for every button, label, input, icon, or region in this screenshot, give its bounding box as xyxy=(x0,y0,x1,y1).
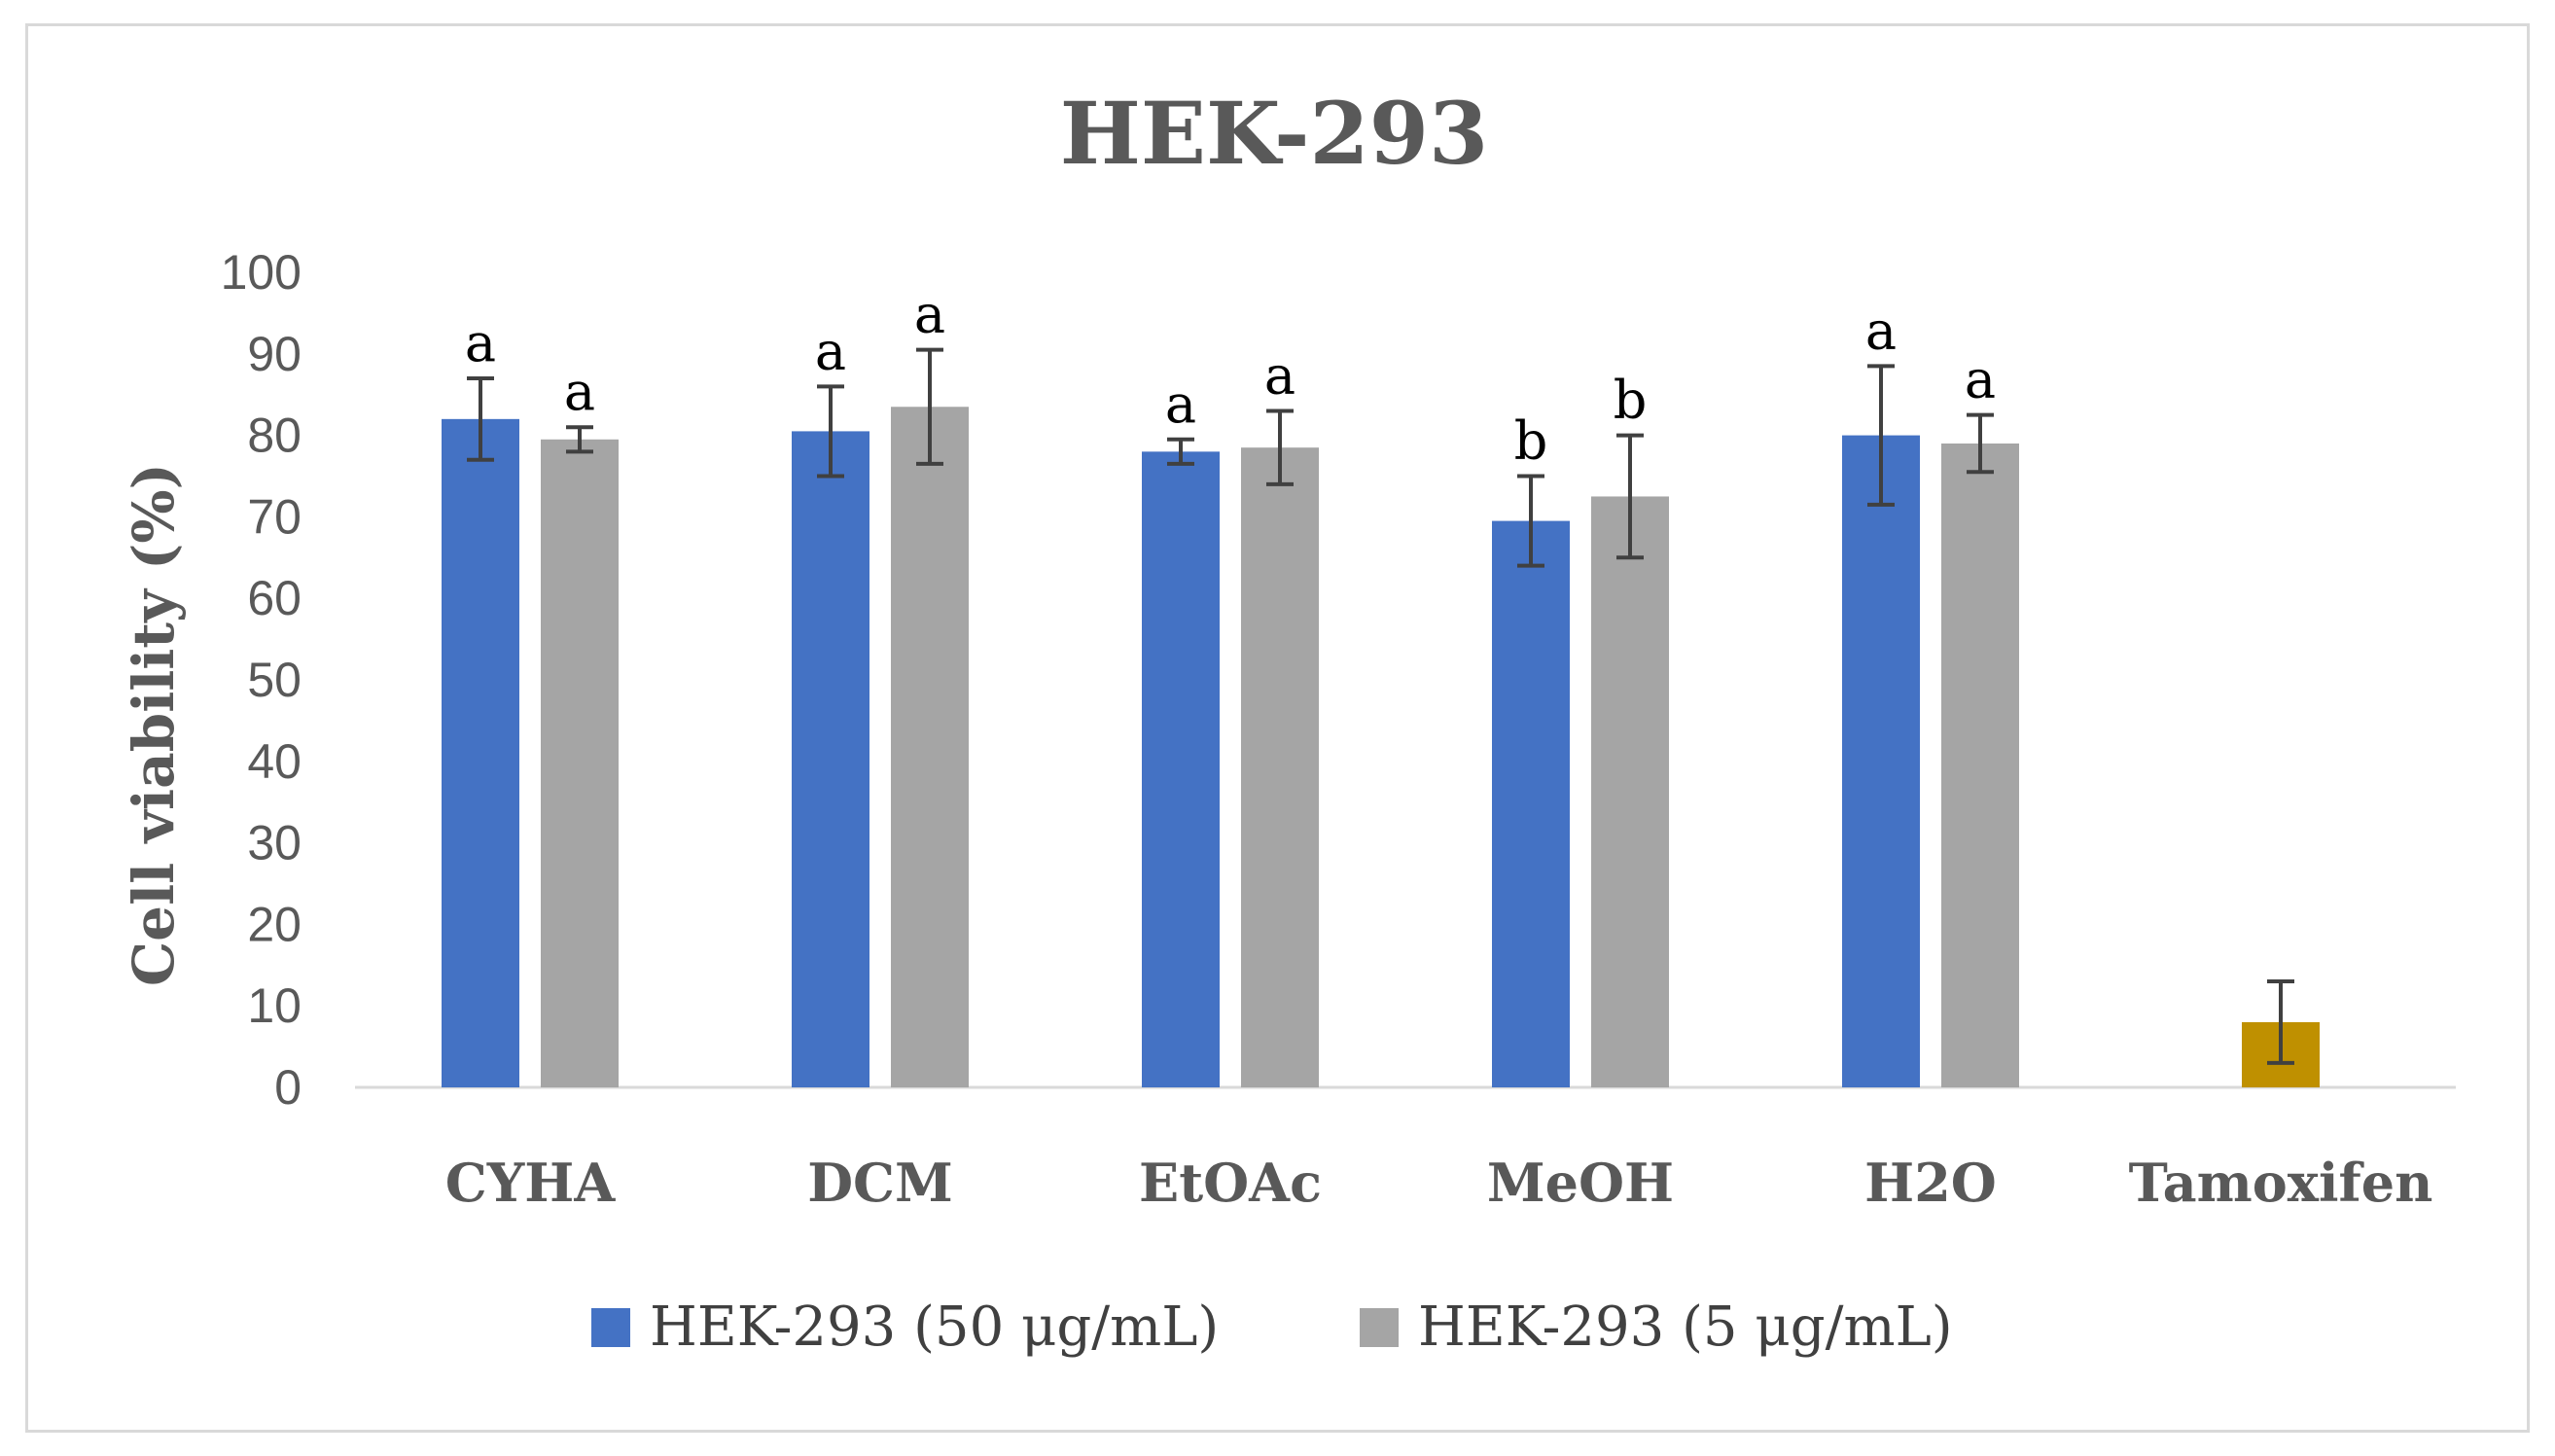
error-bar xyxy=(2267,979,2294,1065)
legend-label-5: HEK-293 (5 μg/mL) xyxy=(1418,1296,1953,1359)
y-tick-label: 90 xyxy=(247,327,302,381)
y-tick-label: 80 xyxy=(247,408,302,463)
bar xyxy=(1941,443,2019,1088)
significance-label: a xyxy=(914,284,945,345)
significance-label: a xyxy=(564,361,595,422)
error-bar xyxy=(566,425,593,454)
chart-title: HEK-293 xyxy=(1060,83,1489,184)
x-tick-label: Tamoxifen xyxy=(2129,1152,2433,1214)
y-tick-label: 40 xyxy=(247,734,302,789)
bar xyxy=(1591,496,1669,1087)
y-tick-label: 60 xyxy=(247,571,302,625)
significance-label: a xyxy=(1264,344,1295,406)
x-tick-label: DCM xyxy=(807,1152,953,1214)
bar xyxy=(1492,520,1570,1087)
error-bar xyxy=(1967,412,1994,475)
bar xyxy=(1842,435,1920,1088)
error-bar xyxy=(817,384,844,479)
significance-label: a xyxy=(465,312,496,373)
y-tick-label: 50 xyxy=(247,653,302,707)
error-bar xyxy=(1867,364,1895,507)
error-bar xyxy=(1167,437,1194,466)
legend-swatch-5 xyxy=(1360,1308,1399,1347)
x-tick-label: MeOH xyxy=(1487,1152,1674,1214)
significance-label: a xyxy=(815,320,846,381)
bar xyxy=(442,418,519,1088)
y-tick-label: 10 xyxy=(247,978,302,1033)
significance-label: a xyxy=(1865,300,1897,361)
y-tick-label: 100 xyxy=(221,245,302,300)
error-bar xyxy=(1517,474,1544,568)
bar xyxy=(792,431,869,1087)
significance-label: b xyxy=(1514,410,1548,472)
y-axis-ticks: 0 10 20 30 40 50 60 70 80 90 100 xyxy=(221,245,302,1115)
bar xyxy=(541,439,619,1087)
x-axis-labels: CYHA DCM EtOAc MeOH H2O Tamoxifen xyxy=(445,1152,2433,1214)
y-tick-label: 30 xyxy=(247,816,302,870)
significance-label: a xyxy=(1965,349,1996,410)
legend-swatch-50 xyxy=(591,1308,630,1347)
legend-label-50: HEK-293 (50 μg/mL) xyxy=(650,1296,1219,1359)
significance-label: b xyxy=(1614,370,1648,431)
bar xyxy=(1241,447,1319,1087)
error-bar xyxy=(916,347,943,466)
y-tick-label: 0 xyxy=(274,1060,302,1115)
error-bar xyxy=(467,375,494,462)
y-tick-label: 20 xyxy=(247,897,302,951)
x-tick-label: CYHA xyxy=(445,1152,617,1214)
error-bar xyxy=(1616,433,1644,560)
bar xyxy=(891,407,969,1087)
bar xyxy=(1142,451,1220,1087)
error-bar xyxy=(1266,408,1294,486)
x-tick-label: EtOAc xyxy=(1139,1152,1322,1214)
y-axis-label: Cell viability (%) xyxy=(121,463,187,986)
y-tick-label: 70 xyxy=(247,489,302,544)
significance-label: a xyxy=(1165,373,1196,435)
bars-group: a a a a a a b b a a xyxy=(442,284,2320,1088)
x-tick-label: H2O xyxy=(1864,1152,1997,1214)
legend: HEK-293 (50 μg/mL) HEK-293 (5 μg/mL) xyxy=(591,1296,1953,1359)
